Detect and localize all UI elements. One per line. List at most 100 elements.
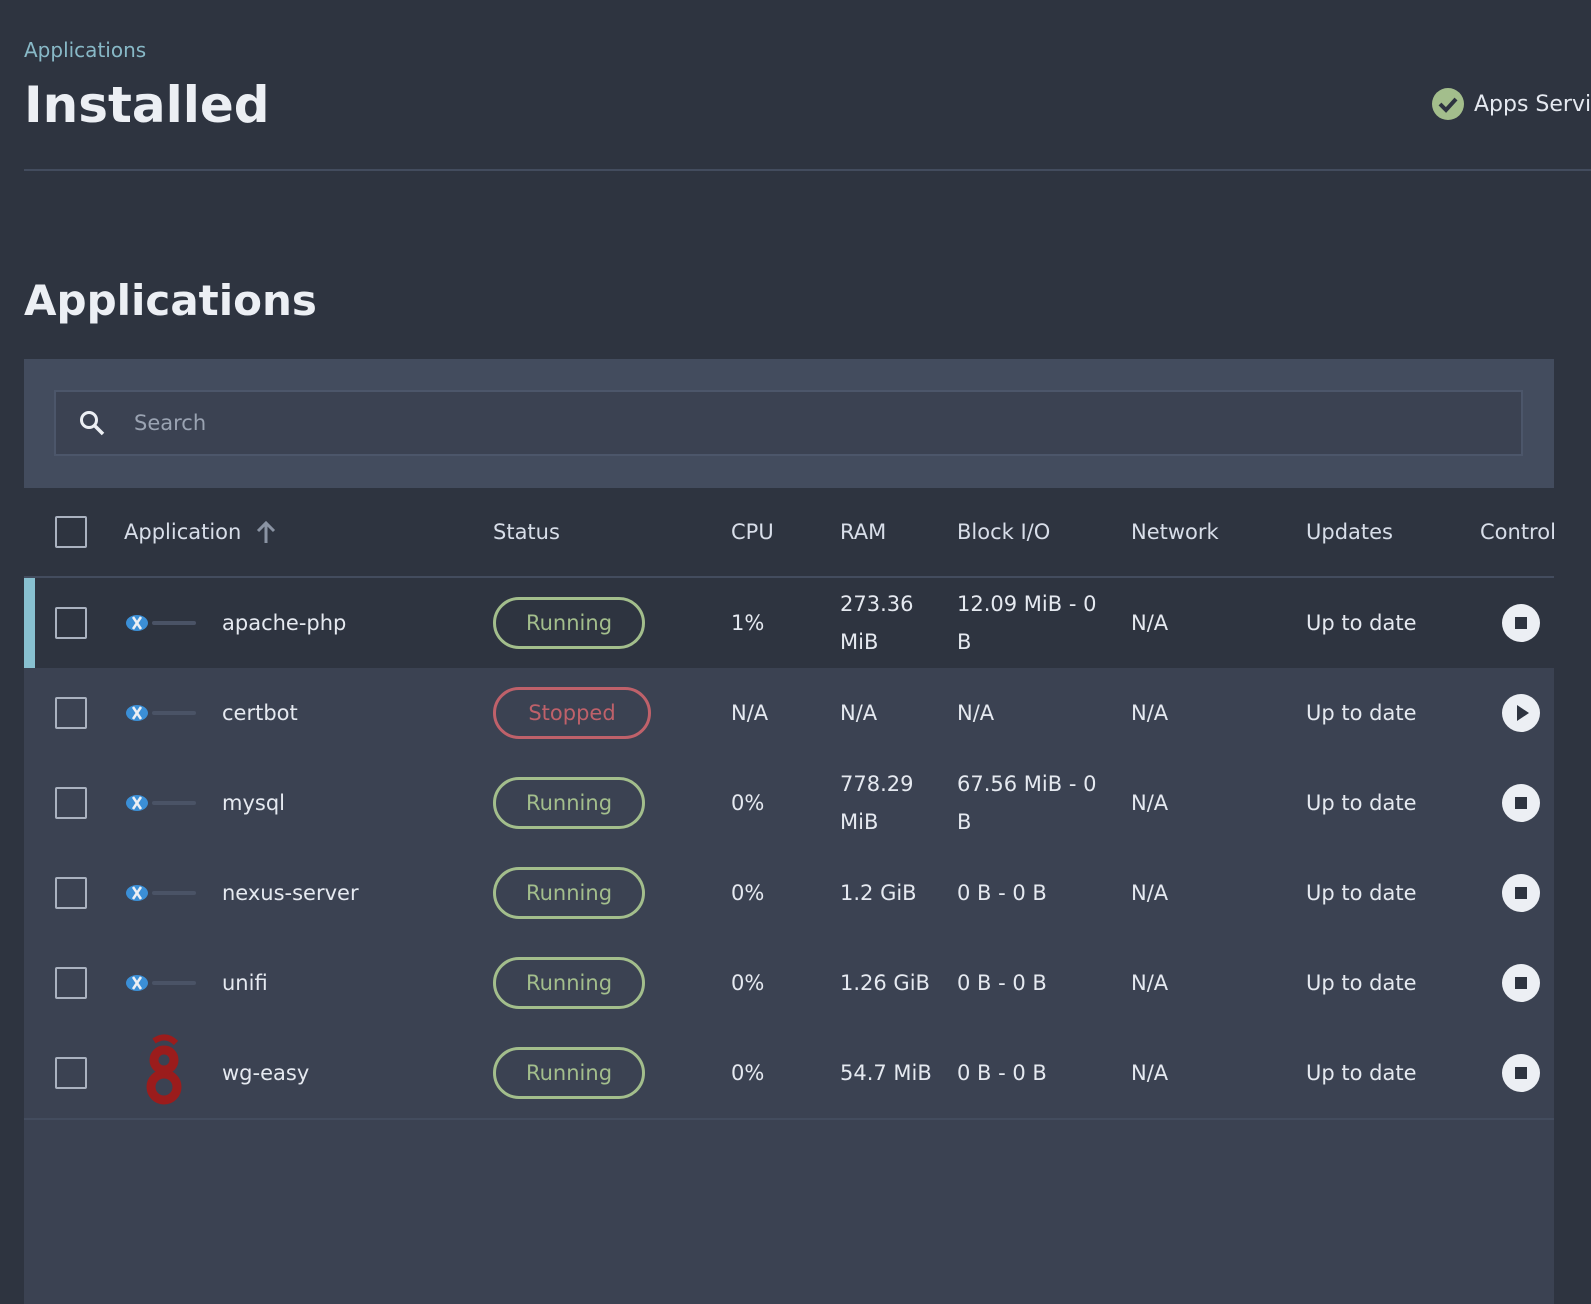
stop-button[interactable] (1502, 874, 1540, 912)
updates: Up to date (1306, 971, 1417, 995)
logo-cell (124, 1028, 204, 1118)
app-logo (126, 705, 196, 721)
block-io: 0 B - 0 B (957, 971, 1047, 995)
control-cell (1502, 1028, 1540, 1118)
page-title: Installed (24, 76, 270, 134)
start-button[interactable] (1502, 694, 1540, 732)
status-cell: Stopped (493, 668, 651, 758)
row-checkbox[interactable] (55, 1057, 87, 1089)
stop-button[interactable] (1502, 1054, 1540, 1092)
network: N/A (1131, 1061, 1169, 1085)
divider (24, 169, 1591, 171)
app-logo (146, 1034, 182, 1105)
ram: 1.2 GiB (840, 881, 917, 905)
search-bar: Search (24, 359, 1554, 488)
status-badge: Running (493, 867, 645, 919)
status-badge: Running (493, 777, 645, 829)
column-header: RAM (840, 520, 887, 544)
control-cell (1502, 668, 1540, 758)
ram: 778.29 MiB (840, 772, 914, 834)
select-all-checkbox[interactable] (55, 516, 87, 548)
app-logo (126, 975, 196, 991)
status-cell: Running (493, 758, 645, 848)
row-checkbox[interactable] (55, 877, 87, 909)
control-cell (1502, 758, 1540, 848)
logo-cell (124, 668, 204, 758)
table-row: unifi Running 0% 1.26 GiB 0 B - 0 B N/A Up to … (24, 938, 1554, 1030)
app-name[interactable]: wg-easy (222, 1061, 310, 1085)
logo-cell (124, 848, 204, 938)
status-badge: Running (493, 1047, 645, 1099)
status-cell: Running (493, 938, 645, 1028)
control-cell (1502, 848, 1540, 938)
app-name[interactable]: mysql (222, 791, 285, 815)
row-checkbox[interactable] (55, 787, 87, 819)
table-row: nexus-server Running 0% 1.2 GiB 0 B - 0 B N/A… (24, 848, 1554, 940)
column-header[interactable]: Application (124, 488, 277, 576)
block-io: 12.09 MiB - 0 B (957, 592, 1097, 654)
row-checkbox[interactable] (55, 697, 87, 729)
column-header: Block I/O (957, 520, 1051, 544)
cpu: 1% (731, 611, 765, 635)
network: N/A (1131, 971, 1169, 995)
status-icon (1432, 88, 1464, 120)
search-input[interactable]: Search (54, 390, 1523, 456)
cpu: 0% (731, 881, 765, 905)
search-placeholder: Search (134, 411, 207, 435)
status-cell: Running (493, 848, 645, 938)
status-cell: Running (493, 1028, 645, 1118)
cpu: 0% (731, 1061, 765, 1085)
breadcrumb[interactable]: Applications (24, 38, 147, 62)
app-logo (126, 615, 196, 631)
network: N/A (1131, 611, 1169, 635)
column-header: Updates (1306, 520, 1393, 544)
status-badge: Running (493, 597, 645, 649)
app-name[interactable]: nexus-server (222, 881, 359, 905)
ram: 273.36 MiB (840, 592, 914, 654)
logo-cell (124, 758, 204, 848)
apps-panel: Search Application Status CPU RAM Block … (24, 359, 1556, 1304)
block-io: 0 B - 0 B (957, 1061, 1047, 1085)
column-header: Status (493, 520, 560, 544)
stop-button[interactable] (1502, 604, 1540, 642)
table-header: Application Status CPU RAM Block I/O Net… (24, 488, 1556, 578)
cpu: 0% (731, 791, 765, 815)
app-logo (126, 885, 196, 901)
table-row: apache-php Running 1% 273.36 MiB 12.09 MiB -… (24, 578, 1554, 670)
column-header: Network (1131, 520, 1219, 544)
stop-button[interactable] (1502, 964, 1540, 1002)
app-name[interactable]: apache-php (222, 611, 347, 635)
section-title: Applications (24, 276, 317, 325)
status-badge: Running (493, 957, 645, 1009)
control-cell (1502, 938, 1540, 1028)
status-cell: Running (493, 578, 645, 668)
app-name[interactable]: certbot (222, 701, 298, 725)
app-logo (126, 795, 196, 811)
block-io: 67.56 MiB - 0 B (957, 772, 1097, 834)
column-label: Application (124, 520, 242, 544)
app-name[interactable]: unifi (222, 971, 268, 995)
row-checkbox[interactable] (55, 967, 87, 999)
updates: Up to date (1306, 701, 1417, 725)
network: N/A (1131, 701, 1169, 725)
status-badge: Stopped (493, 687, 651, 739)
table-row: wg-easy Running 0% 54.7 MiB 0 B - 0 B N/A Up t… (24, 1028, 1554, 1120)
logo-cell (124, 578, 204, 668)
ram: 1.26 GiB (840, 971, 930, 995)
service-status: Apps Servic (1432, 88, 1591, 120)
ram: 54.7 MiB (840, 1061, 932, 1085)
updates: Up to date (1306, 1061, 1417, 1085)
updates: Up to date (1306, 881, 1417, 905)
network: N/A (1131, 791, 1169, 815)
column-header: Control (1480, 520, 1556, 544)
logo-cell (124, 938, 204, 1028)
stop-button[interactable] (1502, 784, 1540, 822)
table-row: mysql Running 0% 778.29 MiB 67.56 MiB - 0 B N… (24, 758, 1554, 850)
block-io: 0 B - 0 B (957, 881, 1047, 905)
updates: Up to date (1306, 791, 1417, 815)
network: N/A (1131, 881, 1169, 905)
ram: N/A (840, 701, 878, 725)
service-status-text: Apps Servic (1474, 91, 1591, 117)
row-checkbox[interactable] (55, 607, 87, 639)
